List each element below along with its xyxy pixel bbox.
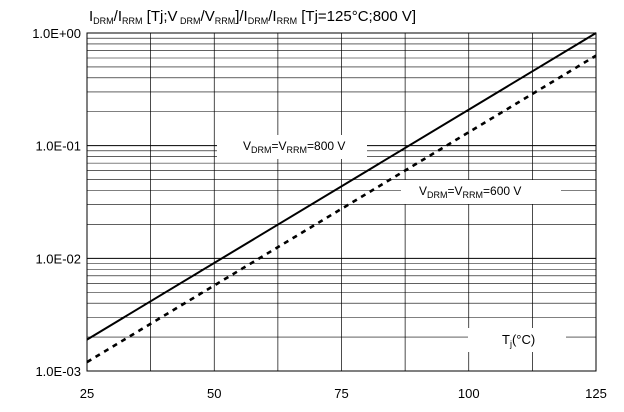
series-label-600v-part: V bbox=[419, 184, 427, 198]
chart-title-part: RRM bbox=[277, 16, 298, 26]
series-label-800v-part: =V bbox=[272, 139, 287, 153]
series-line-800v bbox=[86, 32, 597, 341]
x-tick-label: 100 bbox=[458, 386, 480, 401]
series-label-600v-part: =600 V bbox=[483, 184, 521, 198]
series-label-600v-part: DRM bbox=[427, 190, 448, 200]
chart-title-part: [Tj;V bbox=[143, 8, 178, 25]
x-axis-label-part: j bbox=[509, 339, 512, 349]
x-tick-label: 75 bbox=[334, 386, 348, 401]
y-tick-label: 1.0E-02 bbox=[35, 251, 81, 266]
chart-title-part: DRM bbox=[248, 16, 269, 26]
series-label-800v-part: V bbox=[243, 139, 251, 153]
chart-title-part: RRM bbox=[122, 16, 143, 26]
series-lines bbox=[86, 32, 597, 364]
y-tick-label: 1.0E+00 bbox=[32, 26, 81, 41]
chart-title: IDRM/IRRM [Tj;V DRM/VRRM]/IDRM/IRRM [Tj=… bbox=[89, 8, 416, 26]
label-background bbox=[401, 180, 561, 204]
x-tick-label: 50 bbox=[207, 386, 221, 401]
chart-title-part: /V bbox=[201, 8, 215, 25]
series-label-800v: VDRM=VRRM=800 V bbox=[243, 139, 345, 155]
chart-title-part: DRM bbox=[178, 16, 201, 26]
series-label-800v-part: =800 V bbox=[307, 139, 345, 153]
chart-title-part: [Tj=125°C;800 V] bbox=[297, 8, 416, 25]
label-background bbox=[217, 135, 367, 159]
chart-title-part: /I bbox=[268, 8, 276, 25]
plot-border bbox=[86, 32, 597, 372]
x-axis-label: Tj(°C) bbox=[502, 332, 535, 349]
series-label-800v-part: RRM bbox=[287, 145, 308, 155]
y-tick-label: 1.0E-03 bbox=[35, 364, 81, 379]
chart-title-part: DRM bbox=[93, 16, 114, 26]
x-axis-label-part: (°C) bbox=[512, 332, 535, 347]
series-label-600v-part: RRM bbox=[463, 190, 484, 200]
labels: 1.0E-03 1.0E-02 1.0E-01 1.0E+00 25 50 75 100 125… bbox=[32, 8, 607, 401]
x-tick-label: 125 bbox=[585, 386, 607, 401]
series-label-600v-part: =V bbox=[448, 184, 463, 198]
series-label-600v: VDRM=VRRM=600 V bbox=[419, 184, 521, 200]
x-tick-label: 25 bbox=[80, 386, 94, 401]
x-axis-label-part: T bbox=[502, 332, 510, 347]
chart-title-part: RRM bbox=[215, 16, 236, 26]
chart-title-part: I bbox=[89, 8, 93, 25]
series-label-800v-part: DRM bbox=[251, 145, 272, 155]
y-tick-label: 1.0E-01 bbox=[35, 139, 81, 154]
chart-title-part: ]/I bbox=[235, 8, 248, 25]
chart-title-part: /I bbox=[114, 8, 122, 25]
label-background bbox=[468, 328, 566, 352]
plot-frame bbox=[86, 32, 597, 372]
